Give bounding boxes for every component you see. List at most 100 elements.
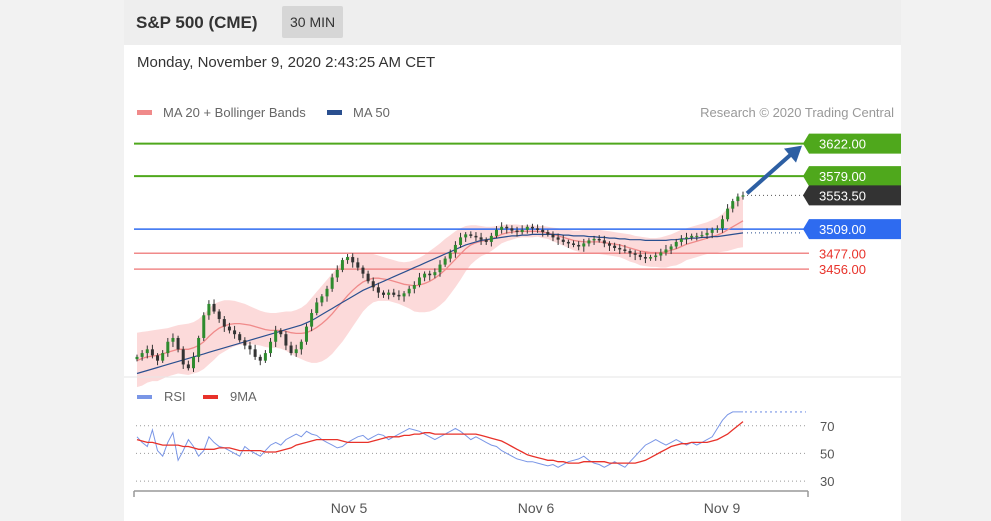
candle-body [556,237,560,240]
candle [387,289,391,300]
candle-body [320,296,324,303]
candle-body [741,195,745,197]
candle-body [417,277,421,286]
level-label: 3622.00 [819,137,866,152]
candle-body [726,208,730,220]
candle-body [197,337,201,357]
candles [135,191,745,372]
candle-body [649,257,653,259]
candle [505,224,509,234]
candle-body [248,345,252,350]
candle-body [227,326,231,331]
candle-body [407,288,411,294]
price-level-resistance: 3579.00 [134,166,901,187]
candle-body [438,264,442,273]
level-label: 3509.00 [819,222,866,237]
candle-body [659,252,663,256]
candle [674,238,678,249]
candle [315,297,319,316]
level-label: 3579.00 [819,169,866,184]
candle [207,300,211,320]
candle [479,232,483,245]
candle-body [736,196,740,202]
candle [407,285,411,297]
candle [320,294,324,307]
candle-body [613,245,617,248]
candle-body [602,240,606,244]
legend-swatch [203,395,218,399]
candle-body [233,330,237,335]
candle-body [423,273,427,278]
candle [566,239,570,248]
candle [299,339,303,355]
timestamp: Monday, November 9, 2020 2:43:25 AM CET [137,54,436,71]
candle [243,337,247,350]
candle [525,224,529,234]
candle [530,223,534,234]
candle-body [279,330,283,335]
price-level-resistance: 3622.00 [134,133,901,154]
projection-arrow-head [784,145,802,163]
candle [392,288,396,298]
candle-body [484,239,488,242]
candle-body [181,349,185,365]
candle [438,260,442,277]
candle [417,272,421,288]
candle-body [638,254,642,258]
candle [227,322,231,334]
candle [274,325,278,348]
candle-body [156,355,160,361]
candle [484,237,488,245]
candle [618,244,622,255]
candle [197,335,201,363]
candle [613,242,617,251]
candle [551,231,555,242]
candle-body [217,311,221,320]
candle [489,232,493,247]
candle [654,252,658,261]
candle [140,350,144,361]
candle-body [618,247,622,250]
candle-body [679,238,683,242]
price-level-support: 3456.00 [134,262,866,277]
candle-body [166,341,170,354]
candle-body [700,235,704,237]
candle-body [304,326,308,342]
candle [597,235,601,243]
candle-body [392,292,396,295]
rsi-tick-label: 30 [820,474,834,489]
candle [340,257,344,273]
candle [423,271,427,282]
candle [382,290,386,298]
candle [346,254,350,264]
candle-body [720,219,724,229]
rsi-tick-label: 50 [820,446,834,461]
candle-body [243,340,247,346]
candle-body [453,244,457,253]
candle [659,248,663,261]
candle [171,333,175,348]
candle-body [623,249,627,251]
candle-body [412,285,416,289]
candle-body [541,229,545,233]
candle [448,249,452,263]
candle-body [664,249,668,253]
candle-body [161,353,165,361]
candle-body [530,226,534,229]
candle [633,250,637,261]
candle [494,226,498,239]
candle-body [325,288,329,297]
projection-arrow-shaft [745,151,795,195]
candle-body [628,251,632,254]
candle [726,204,730,222]
candle [500,222,504,234]
candle [459,232,463,248]
candle [156,353,160,366]
candle [176,335,180,353]
current-price-label: 3553.50 [819,188,866,203]
candle [720,215,724,233]
candle [248,341,252,355]
candle [412,281,416,294]
candle-body [428,273,432,276]
timeframe-button[interactable]: 30 MIN [282,6,344,38]
